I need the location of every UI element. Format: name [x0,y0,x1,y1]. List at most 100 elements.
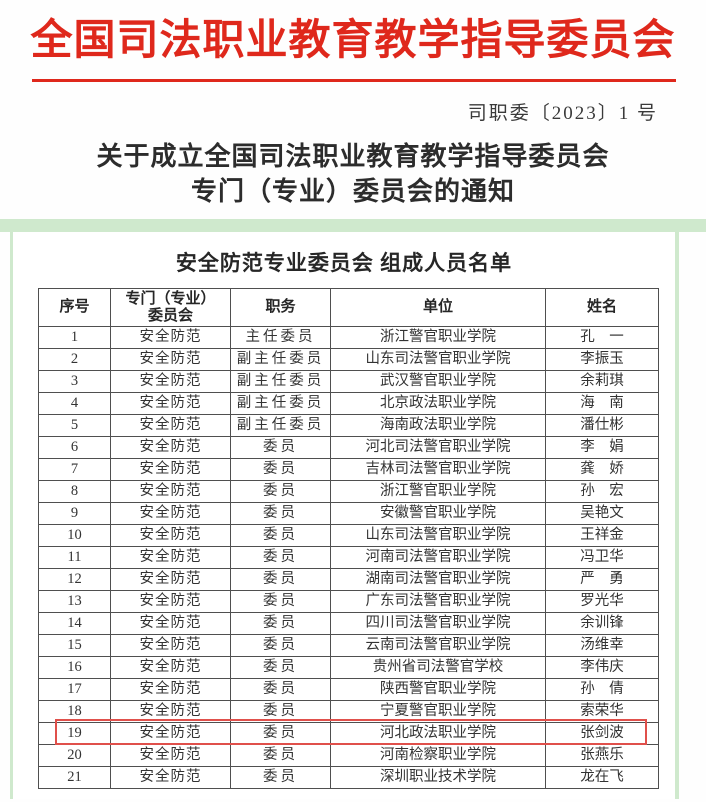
cell-name: 潘仕彬 [545,414,659,437]
cell-unit: 河北司法警官职业学院 [330,436,546,459]
cell-committee: 安全防范 [110,722,231,745]
column-header-unit: 单位 [330,288,546,327]
cell-committee: 安全防范 [110,502,231,525]
table-row: 11 安全防范 委员 河南司法警官职业学院 冯卫华 [38,546,659,569]
table-row: 4 安全防范 副主任委员 北京政法职业学院 海 南 [38,392,659,415]
cell-name: 余莉琪 [545,370,659,393]
cell-unit: 吉林司法警官职业学院 [330,458,546,481]
cell-role: 主任委员 [230,326,331,349]
cell-role: 委员 [230,656,331,679]
cell-name: 海 南 [545,392,659,415]
table-row: 15 安全防范 委员 云南司法警官职业学院 汤维幸 [38,634,659,657]
cell-index: 20 [38,744,111,767]
cell-name: 吴艳文 [545,502,659,525]
cell-unit: 海南政法职业学院 [330,414,546,437]
cell-role: 委员 [230,546,331,569]
table-row: 8 安全防范 委员 浙江警官职业学院 孙 宏 [38,480,659,503]
cell-name: 王祥金 [545,524,659,547]
table-row: 20 安全防范 委员 河南检察职业学院 张燕乐 [38,744,659,767]
column-header-index: 序号 [38,288,111,327]
cell-unit: 浙江警官职业学院 [330,480,546,503]
table-row: 13 安全防范 委员 广东司法警官职业学院 罗光华 [38,590,659,613]
roster-title: 安全防范专业委员会 组成人员名单 [175,251,513,275]
cell-unit: 山东司法警官职业学院 [330,348,546,371]
cell-committee: 安全防范 [110,348,231,371]
cell-role: 副主任委员 [230,392,331,415]
cell-name: 张燕乐 [545,744,659,767]
cell-index: 6 [38,436,111,459]
table-row: 17 安全防范 委员 陕西警官职业学院 孙 倩 [38,678,659,701]
table-row: 16 安全防范 委员 贵州省司法警官学校 李伟庆 [38,656,659,679]
cell-unit: 武汉警官职业学院 [330,370,546,393]
cell-committee: 安全防范 [110,656,231,679]
document-number: 司职委〔2023〕1 号 [467,103,658,124]
cell-name: 龚 娇 [545,458,659,481]
cell-unit: 安徽警官职业学院 [330,502,546,525]
cell-name: 张剑波 [545,722,659,745]
table-row: 14 安全防范 委员 四川司法警官职业学院 余训锋 [38,612,659,635]
cell-role: 委员 [230,700,331,723]
cell-index: 1 [38,326,111,349]
cell-unit: 山东司法警官职业学院 [330,524,546,547]
cell-unit: 云南司法警官职业学院 [330,634,546,657]
cell-role: 委员 [230,436,331,459]
cell-index: 4 [38,392,111,415]
cell-index: 11 [38,546,111,569]
cell-name: 索荣华 [545,700,659,723]
cell-committee: 安全防范 [110,392,231,415]
cell-role: 委员 [230,634,331,657]
cell-index: 5 [38,414,111,437]
cell-index: 14 [38,612,111,635]
cell-name: 汤维幸 [545,634,659,657]
header-divider-line [32,79,676,82]
cell-index: 15 [38,634,111,657]
cell-name: 龙在飞 [545,766,659,789]
cell-role: 委员 [230,678,331,701]
cell-index: 12 [38,568,111,591]
cell-role: 委员 [230,744,331,767]
cell-role: 委员 [230,524,331,547]
cell-unit: 深圳职业技术学院 [330,766,546,789]
cell-committee: 安全防范 [110,480,231,503]
cell-role: 副主任委员 [230,414,331,437]
cell-committee: 安全防范 [110,436,231,459]
cell-index: 7 [38,458,111,481]
cell-committee: 安全防范 [110,568,231,591]
cell-committee: 安全防范 [110,546,231,569]
table-row: 18 安全防范 委员 宁夏警官职业学院 索荣华 [38,700,659,723]
column-header-committee: 专门（专业） 委员会 [110,288,231,327]
table-row: 5 安全防范 副主任委员 海南政法职业学院 潘仕彬 [38,414,659,437]
cell-unit: 河南检察职业学院 [330,744,546,767]
table-row: 21 安全防范 委员 深圳职业技术学院 龙在飞 [38,766,659,789]
cell-name: 罗光华 [545,590,659,613]
cell-role: 委员 [230,766,331,789]
cell-name: 余训锋 [545,612,659,635]
cell-role: 委员 [230,502,331,525]
cell-index: 18 [38,700,111,723]
cell-index: 21 [38,766,111,789]
cell-index: 10 [38,524,111,547]
table-row: 1 安全防范 主任委员 浙江警官职业学院 孔 一 [38,326,659,349]
table-row: 3 安全防范 副主任委员 武汉警官职业学院 余莉琪 [38,370,659,393]
cell-committee: 安全防范 [110,326,231,349]
notice-title-line1: 关于成立全国司法职业教育教学指导委员会 [96,142,610,171]
cell-unit: 河北政法职业学院 [330,722,546,745]
table-row-highlighted: 19 安全防范 委员 河北政法职业学院 张剑波 [38,722,659,745]
cell-index: 19 [38,722,111,745]
cell-committee: 安全防范 [110,678,231,701]
cell-unit: 陕西警官职业学院 [330,678,546,701]
cell-unit: 宁夏警官职业学院 [330,700,546,723]
cell-name: 严 勇 [545,568,659,591]
cell-index: 9 [38,502,111,525]
cell-committee: 安全防范 [110,590,231,613]
cell-unit: 北京政法职业学院 [330,392,546,415]
roster-section: 安全防范专业委员会 组成人员名单 序号 专门（专业） 委员会 职务 单位 姓名 … [10,232,679,799]
cell-index: 13 [38,590,111,613]
cell-role: 委员 [230,722,331,745]
cell-committee: 安全防范 [110,700,231,723]
cell-committee: 安全防范 [110,370,231,393]
notice-title-line2: 专门（专业）委员会的通知 [190,177,515,206]
column-header-name: 姓名 [545,288,659,327]
table-header-row: 序号 专门（专业） 委员会 职务 单位 姓名 [38,288,659,327]
table-row: 10 安全防范 委员 山东司法警官职业学院 王祥金 [38,524,659,547]
